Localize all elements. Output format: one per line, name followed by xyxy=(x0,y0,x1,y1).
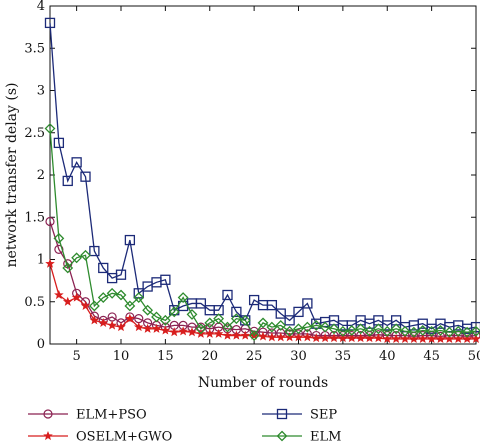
y-tick-label: 3 xyxy=(37,84,45,99)
x-tick-label: 35 xyxy=(335,349,352,364)
y-tick-label: 0.5 xyxy=(24,295,45,310)
x-tick-label: 50 xyxy=(468,349,480,364)
legend-item: OSELM+GWO xyxy=(28,430,172,444)
data-point xyxy=(277,333,285,341)
x-axis-label: Number of rounds xyxy=(198,375,328,391)
x-tick-label: 45 xyxy=(423,349,440,364)
x-tick-label: 5 xyxy=(72,349,80,364)
series-sep xyxy=(46,18,480,333)
x-tick-label: 20 xyxy=(201,349,218,364)
x-tick-label: 40 xyxy=(379,349,396,364)
series-elm xyxy=(46,124,480,340)
data-point xyxy=(259,332,267,340)
data-point xyxy=(64,298,72,306)
legend-item: SEP xyxy=(262,408,337,423)
x-tick-label: 25 xyxy=(246,349,263,364)
y-axis-label: network transfer delay (s) xyxy=(4,83,20,268)
data-point xyxy=(241,331,249,339)
legend-label: ELM xyxy=(310,430,341,444)
legend-item: ELM+PSO xyxy=(28,408,147,423)
legend-label: SEP xyxy=(310,408,337,423)
y-tick-label: 2.5 xyxy=(24,126,45,141)
x-tick-label: 30 xyxy=(290,349,307,364)
y-tick-label: 3.5 xyxy=(24,41,45,56)
series-elm-pso xyxy=(46,217,480,340)
legend-label: ELM+PSO xyxy=(76,408,147,423)
series-layer xyxy=(46,18,480,342)
data-point xyxy=(268,333,276,341)
y-tick-label: 1.5 xyxy=(24,210,45,225)
data-point xyxy=(170,328,178,336)
data-point xyxy=(108,321,116,329)
legend-swatch-marker xyxy=(44,432,52,440)
y-tick-label: 4 xyxy=(37,0,45,14)
legend-item: ELM xyxy=(262,430,341,444)
x-tick-label: 15 xyxy=(157,349,174,364)
y-tick-label: 2 xyxy=(37,168,45,183)
data-point xyxy=(161,326,169,334)
data-point xyxy=(215,330,223,338)
y-tick-label: 1 xyxy=(37,253,45,268)
legend-label: OSELM+GWO xyxy=(76,430,172,444)
y-tick-label: 0 xyxy=(37,337,45,352)
legend: ELM+PSO SEP OSELM+GWO ELM xyxy=(28,408,341,444)
x-tick-label: 10 xyxy=(113,349,130,364)
